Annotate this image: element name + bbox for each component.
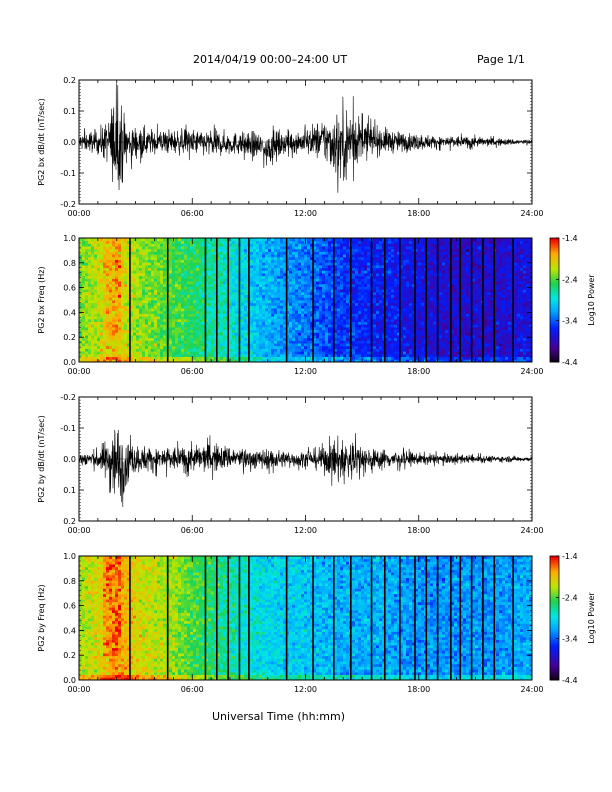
y-tick-label: 0.0 <box>63 138 76 147</box>
page-title: 2014/04/19 00:00–24:00 UT <box>193 53 348 66</box>
y-tick-label: 0.4 <box>63 626 76 635</box>
x-tick-label: 00:00 <box>67 526 90 535</box>
x-tick-label: 00:00 <box>67 209 90 218</box>
y-tick-label: 0.2 <box>63 517 76 526</box>
y-tick-label: 0.8 <box>63 577 76 586</box>
colorbar-tick-label: -3.4 <box>562 317 578 326</box>
y-tick-label: 0.6 <box>63 602 76 611</box>
x-tick-label: 06:00 <box>181 685 204 694</box>
y-tick-label: 0.6 <box>63 284 76 293</box>
x-tick-label: 18:00 <box>407 209 430 218</box>
x-tick-label: 24:00 <box>520 685 543 694</box>
y-tick-label: 0.0 <box>63 358 76 367</box>
y-axis-label: PG2 by dB/dt (nT/sec) <box>37 415 46 502</box>
colorbar-tick-label: -4.4 <box>562 676 578 685</box>
x-tick-label: 06:00 <box>181 526 204 535</box>
panel-4-axes: 00:00 06:00 12:00 18:00 24:00 0.0 0.2 0.4 0.6 0.8… <box>37 552 544 694</box>
x-tick-label: 24:00 <box>520 209 543 218</box>
y-tick-label: 0.1 <box>63 486 76 495</box>
x-tick-label: 12:00 <box>294 526 317 535</box>
y-tick-label: -0.2 <box>60 393 76 402</box>
x-tick-label: 06:00 <box>181 209 204 218</box>
y-axis-label: PG2 by Freq (Hz) <box>37 584 46 651</box>
y-tick-label: -0.1 <box>60 169 76 178</box>
x-tick-label: 12:00 <box>294 367 317 376</box>
y-axis-label: PG2 bx Freq (Hz) <box>37 266 46 333</box>
colorbar-tick-label: -1.4 <box>562 234 578 243</box>
x-tick-label: 18:00 <box>407 685 430 694</box>
x-tick-label: 00:00 <box>67 367 90 376</box>
panel-1-series-line <box>78 83 533 193</box>
y-tick-label: 0.2 <box>63 333 76 342</box>
y-tick-label: -0.1 <box>60 424 76 433</box>
panel-4-colorbar: -1.4 -2.4 -3.4 -4.4 Log10 Power <box>549 552 596 685</box>
x-tick-label: 00:00 <box>67 685 90 694</box>
y-tick-label: 1.0 <box>63 234 76 243</box>
panel-2-spectrogram <box>79 238 533 363</box>
x-tick-label: 12:00 <box>294 209 317 218</box>
panel-4-spectrogram <box>79 556 533 681</box>
y-tick-label: 1.0 <box>63 552 76 561</box>
colorbar-label: Log10 Power <box>587 592 596 644</box>
colorbar-tick-label: -2.4 <box>562 593 578 602</box>
panel-3-series-line <box>78 429 533 507</box>
colorbar-label: Log10 Power <box>587 274 596 326</box>
x-axis-title: Universal Time (hh:mm) <box>212 710 345 723</box>
y-axis-label: PG2 bx dB/dt (nT/sec) <box>37 98 46 185</box>
x-tick-label: 18:00 <box>407 526 430 535</box>
colorbar-tick-label: -4.4 <box>562 358 578 367</box>
y-tick-label: 0.2 <box>63 76 76 85</box>
panel-2-colorbar: -1.4 -2.4 -3.4 -4.4 Log10 Power <box>549 234 596 367</box>
x-tick-label: 24:00 <box>520 526 543 535</box>
x-tick-label: 06:00 <box>181 367 204 376</box>
colorbar-tick-label: -2.4 <box>562 275 578 284</box>
y-tick-label: -0.2 <box>60 200 76 209</box>
colorbar-tick-label: -1.4 <box>562 552 578 561</box>
panel-3-axes: 00:00 06:00 12:00 18:00 24:00 0.2 0.1 0.0 -0.1 -0… <box>37 393 544 535</box>
y-tick-label: 0.8 <box>63 259 76 268</box>
y-tick-label: 0.2 <box>63 651 76 660</box>
y-tick-label: 0.0 <box>63 676 76 685</box>
x-tick-label: 18:00 <box>407 367 430 376</box>
y-tick-label: 0.1 <box>63 107 76 116</box>
x-tick-label: 12:00 <box>294 685 317 694</box>
y-tick-label: 0.0 <box>63 455 76 464</box>
panel-1-axes: 00:00 06:00 12:00 18:00 24:00 0.2 0.1 0.0 -0.1 -0… <box>37 76 544 218</box>
colorbar-tick-label: -3.4 <box>562 635 578 644</box>
x-tick-label: 24:00 <box>520 367 543 376</box>
page-number: Page 1/1 <box>477 53 525 66</box>
panel-2-axes: 00:00 06:00 12:00 18:00 24:00 0.0 0.2 0.4 0.6 0.8… <box>37 234 544 376</box>
y-tick-label: 0.4 <box>63 308 76 317</box>
